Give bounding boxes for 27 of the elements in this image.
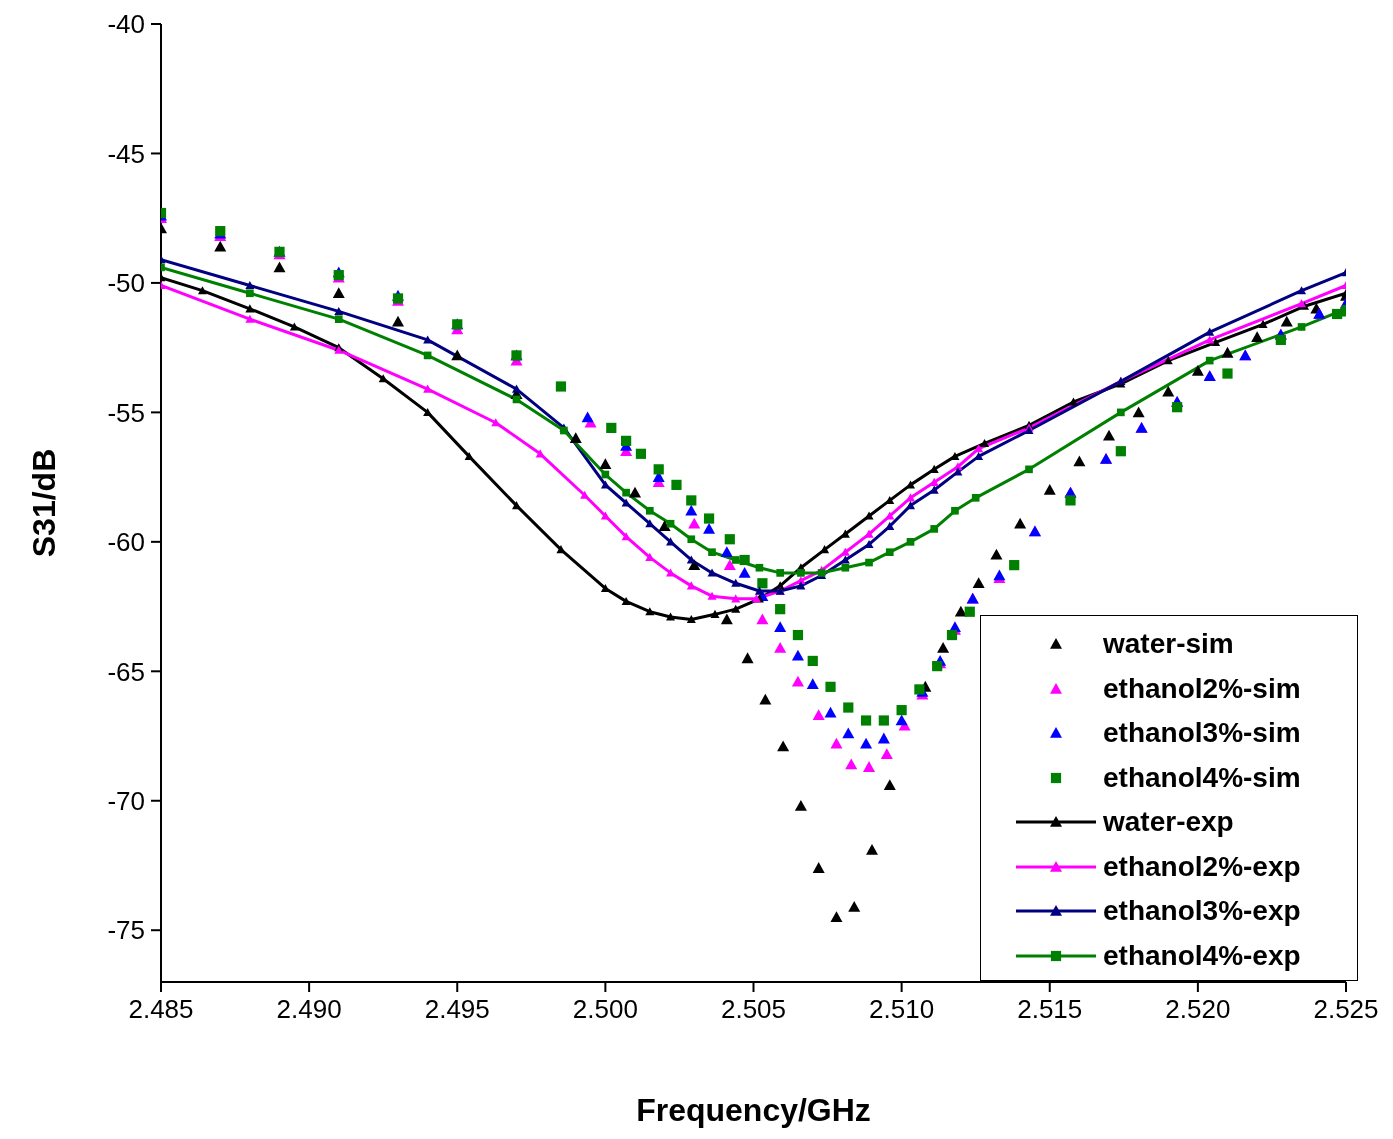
legend-label: ethanol4%-sim [1103, 761, 1301, 794]
y-tick-label: -45 [107, 138, 145, 169]
x-tick-label: 2.515 [1017, 994, 1083, 1025]
x-tick-label: 2.485 [128, 994, 194, 1025]
legend-label: ethanol2%-sim [1103, 672, 1301, 705]
x-tick-label: 2.510 [869, 994, 935, 1025]
legend-label: ethanol2%-exp [1103, 850, 1301, 883]
x-tick-label: 2.490 [276, 994, 342, 1025]
x-tick-label: 2.505 [720, 994, 787, 1025]
legend-label: ethanol4%-exp [1103, 939, 1301, 972]
y-axis-title: S31/dB [26, 448, 62, 558]
x-axis-title: Frequency/GHz [636, 1092, 871, 1128]
y-tick-label: -75 [107, 915, 145, 946]
y-tick-label: -55 [107, 397, 145, 428]
y-tick-label: -60 [107, 527, 145, 558]
x-tick-label: 2.520 [1165, 994, 1231, 1025]
legend-label: water-exp [1103, 806, 1234, 839]
x-tick-label: 2.500 [572, 994, 638, 1025]
y-tick-label: -70 [107, 785, 145, 816]
legend-label: water-sim [1103, 628, 1234, 661]
legend-label: ethanol3%-sim [1103, 717, 1301, 750]
y-tick-label: -65 [107, 656, 145, 687]
x-tick-label: 2.525 [1313, 994, 1379, 1025]
x-tick-label: 2.495 [424, 994, 490, 1025]
y-tick-label: -50 [107, 268, 145, 299]
y-tick-label: -40 [107, 9, 145, 40]
legend-label: ethanol3%-exp [1103, 895, 1301, 928]
